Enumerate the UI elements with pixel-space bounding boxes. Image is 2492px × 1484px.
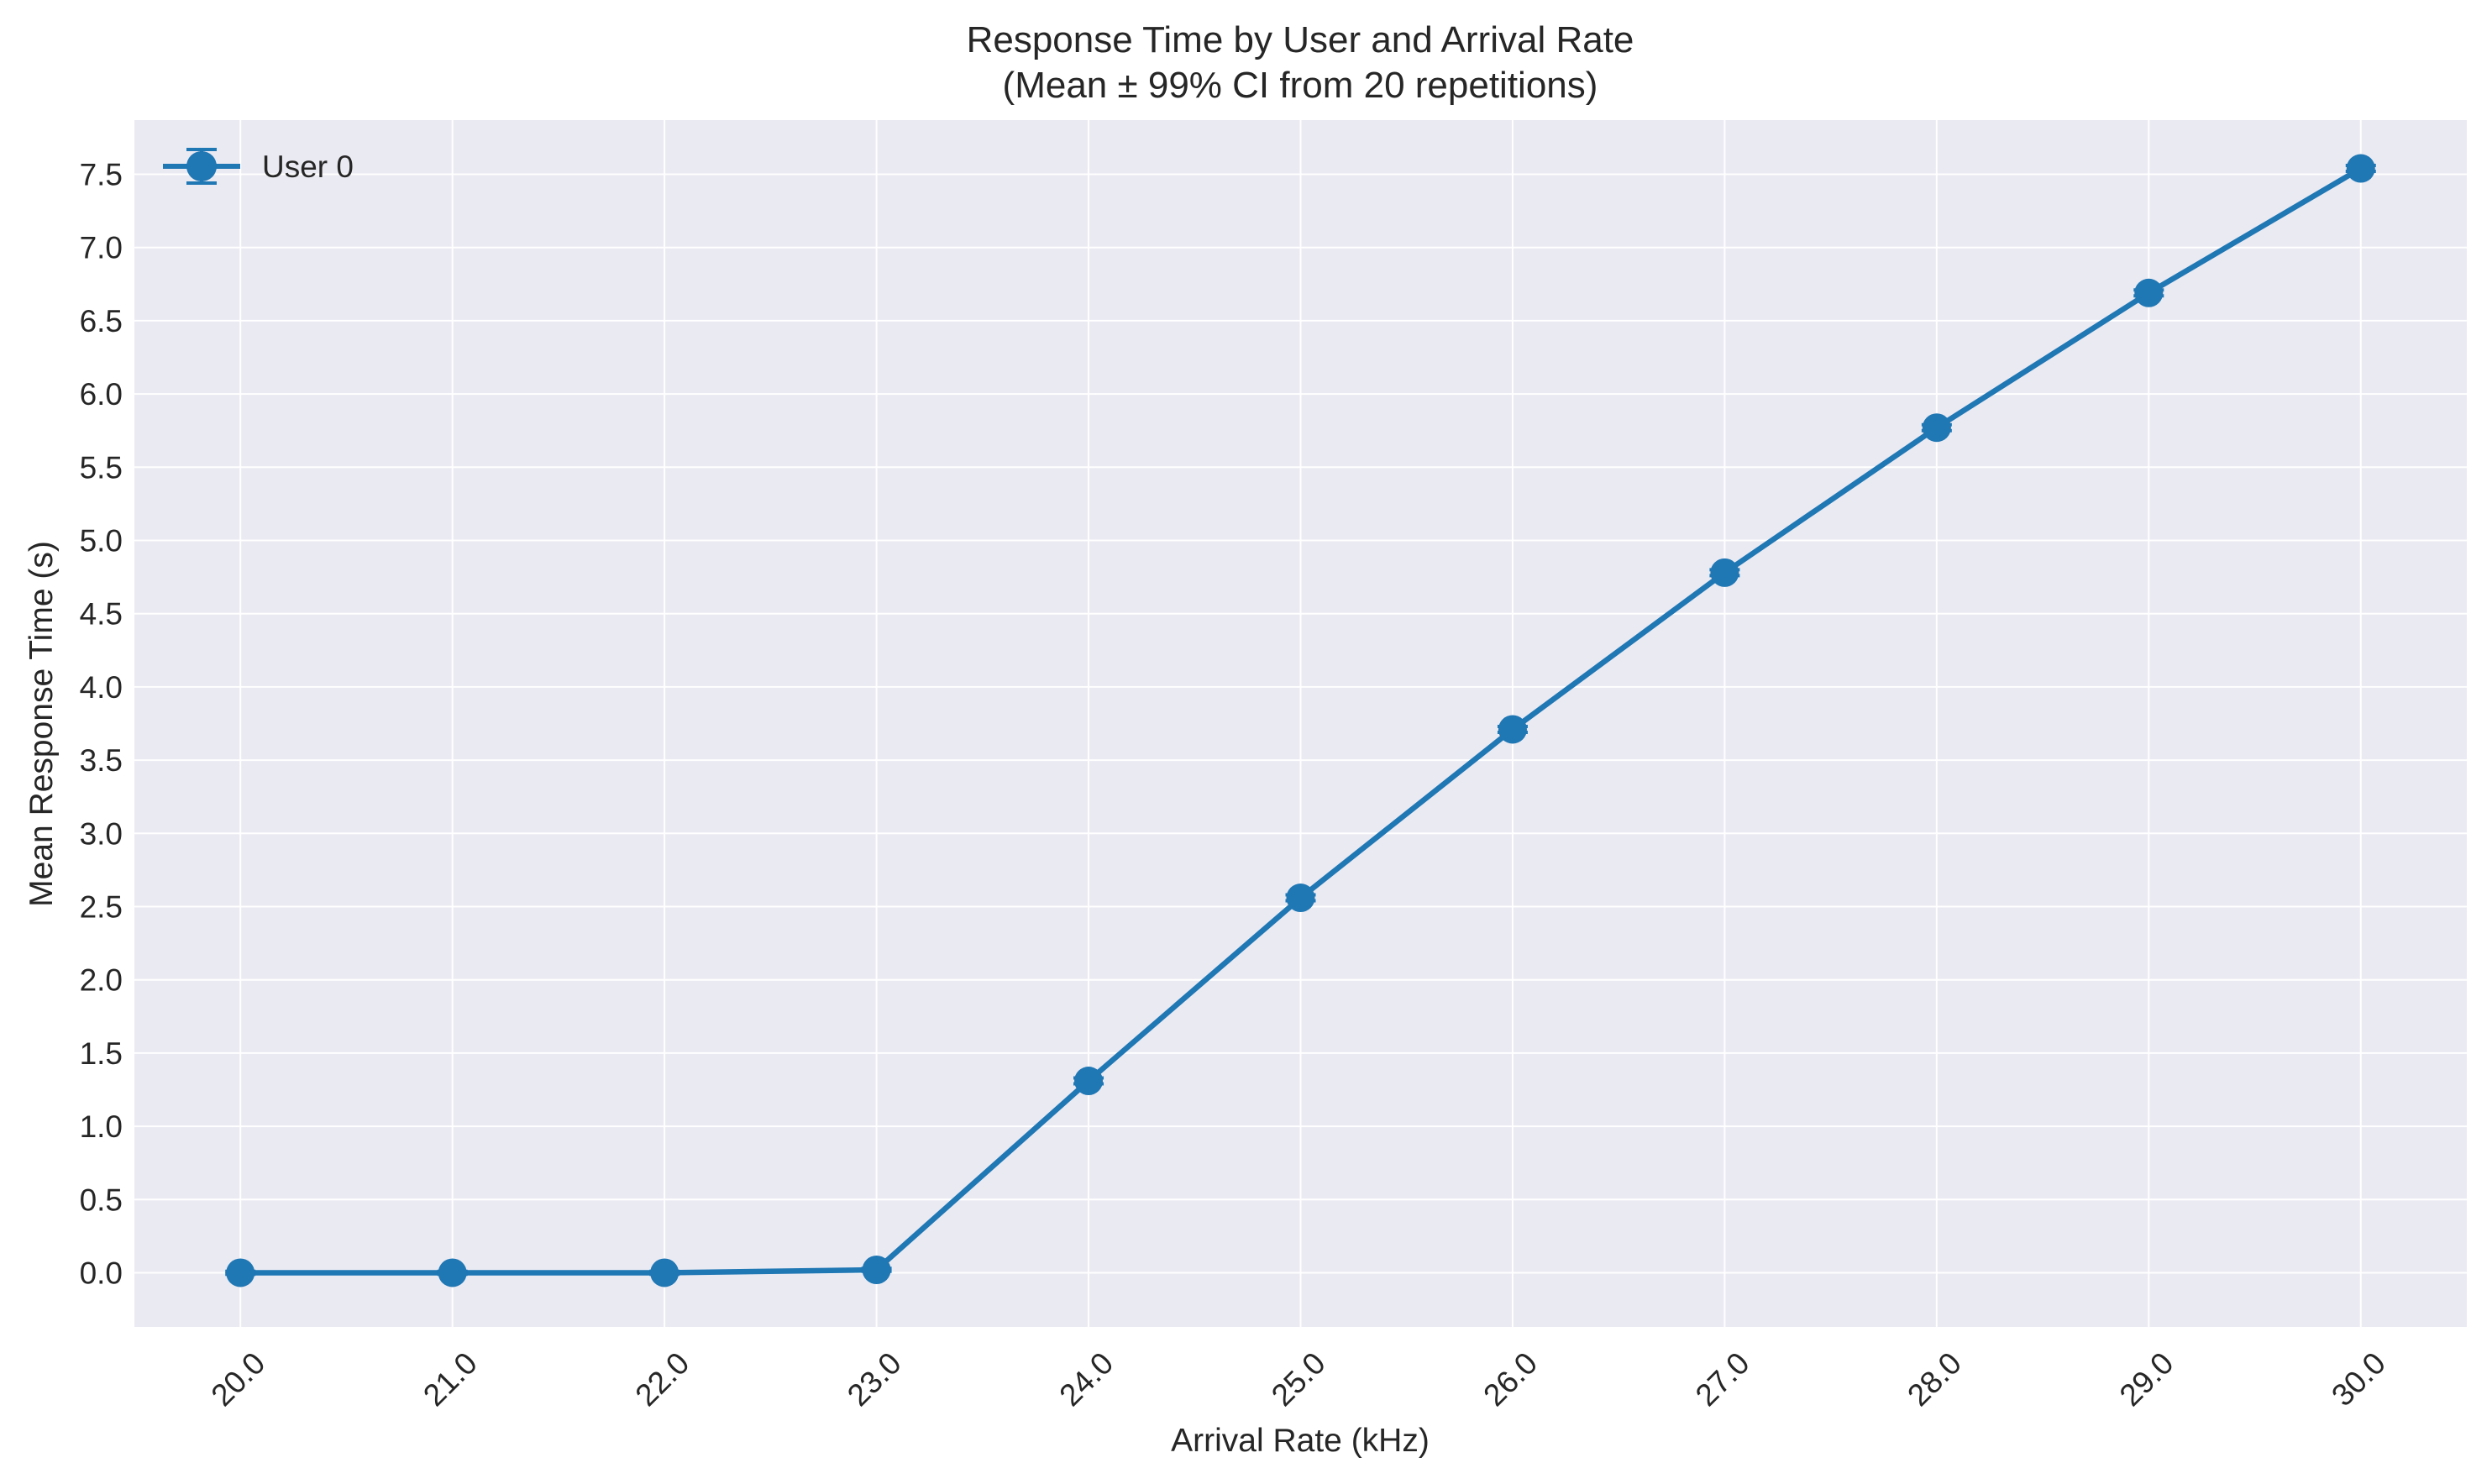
data-point-marker xyxy=(2134,278,2164,307)
y-tick-label: 0.0 xyxy=(80,1256,123,1290)
y-tick-label: 5.5 xyxy=(80,450,123,485)
data-point-marker xyxy=(1922,413,1951,443)
data-point-marker xyxy=(1498,715,1527,744)
legend: User 0 xyxy=(163,148,354,185)
y-tick-label: 6.0 xyxy=(80,377,123,412)
x-axis-label: Arrival Rate (kHz) xyxy=(1171,1423,1430,1459)
data-point-marker xyxy=(650,1258,679,1287)
y-tick-label: 6.5 xyxy=(80,304,123,338)
y-tick-label: 2.5 xyxy=(80,889,123,924)
y-tick-label: 4.5 xyxy=(80,597,123,632)
legend-entry-label: User 0 xyxy=(262,149,354,184)
data-point-marker xyxy=(2346,154,2375,183)
data-point-marker xyxy=(1710,558,1739,587)
data-point-marker xyxy=(438,1258,467,1287)
y-tick-label: 4.0 xyxy=(80,670,123,705)
y-tick-label: 2.0 xyxy=(80,963,123,998)
y-axis-ticks: 0.0 0.5 1.0 1.5 2.0 2.5 3.0 3.5 4.0 4.5 5.0 5.5 6.0 6… xyxy=(80,158,123,1291)
y-tick-label: 1.0 xyxy=(80,1109,123,1144)
y-axis-label: Mean Response Time (s) xyxy=(24,541,60,907)
data-point-marker xyxy=(226,1258,255,1287)
y-tick-label: 7.0 xyxy=(80,231,123,265)
y-tick-label: 3.0 xyxy=(80,816,123,851)
y-tick-label: 1.5 xyxy=(80,1036,123,1071)
chart-title: Response Time by User and Arrival Rate xyxy=(967,19,1634,60)
data-point-marker xyxy=(862,1255,891,1284)
legend-marker-icon xyxy=(186,151,217,181)
y-tick-label: 0.5 xyxy=(80,1182,123,1217)
y-tick-label: 3.5 xyxy=(80,743,123,778)
data-point-marker xyxy=(1286,884,1315,913)
chart-subtitle: (Mean ± 99% CI from 20 repetitions) xyxy=(1003,65,1598,106)
data-point-marker xyxy=(1074,1067,1104,1096)
y-tick-label: 7.5 xyxy=(80,158,123,192)
y-tick-label: 5.0 xyxy=(80,524,123,558)
grid-lines xyxy=(134,120,2467,1327)
series-layer xyxy=(225,154,2376,1287)
